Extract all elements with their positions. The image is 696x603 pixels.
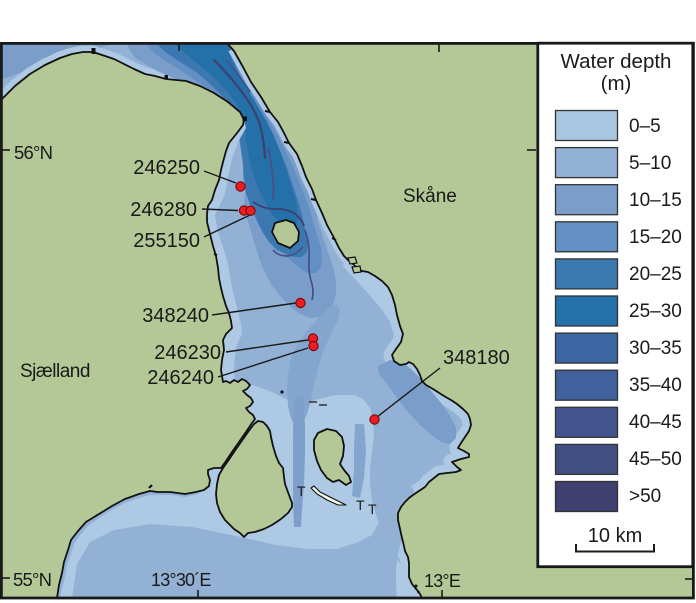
svg-text:40–45: 40–45: [629, 412, 682, 433]
svg-text:246280: 246280: [130, 199, 197, 221]
svg-text:30–35: 30–35: [629, 338, 682, 359]
svg-text:10–15: 10–15: [629, 190, 682, 211]
svg-text:(m): (m): [601, 72, 632, 95]
svg-text:25–30: 25–30: [629, 301, 682, 322]
svg-text:255150: 255150: [133, 230, 200, 252]
svg-text:348180: 348180: [443, 347, 510, 369]
svg-text:5–10: 5–10: [629, 153, 671, 174]
svg-text:55°N: 55°N: [13, 569, 51, 590]
svg-text:Skåne: Skåne: [403, 186, 457, 207]
svg-text:45–50: 45–50: [629, 449, 682, 470]
svg-text:13°30´E: 13°30´E: [151, 570, 211, 590]
svg-text:35–40: 35–40: [629, 375, 682, 396]
svg-text:246230: 246230: [154, 342, 221, 364]
svg-text:15–20: 15–20: [629, 227, 682, 248]
svg-text:246250: 246250: [133, 157, 200, 179]
svg-text:20–25: 20–25: [629, 264, 682, 285]
svg-text:348240: 348240: [142, 305, 209, 327]
svg-text:10 km: 10 km: [588, 525, 642, 547]
svg-text:Sjælland: Sjælland: [20, 361, 90, 382]
svg-text:13°E: 13°E: [424, 571, 461, 591]
svg-text:0–5: 0–5: [629, 116, 661, 137]
svg-text:Water depth: Water depth: [561, 50, 672, 73]
svg-text:>50: >50: [629, 486, 661, 507]
svg-text:246240: 246240: [147, 367, 214, 389]
svg-text:T: T: [368, 501, 377, 517]
svg-text:T: T: [297, 483, 306, 499]
svg-text:T: T: [356, 497, 365, 513]
svg-text:56°N: 56°N: [14, 142, 52, 163]
